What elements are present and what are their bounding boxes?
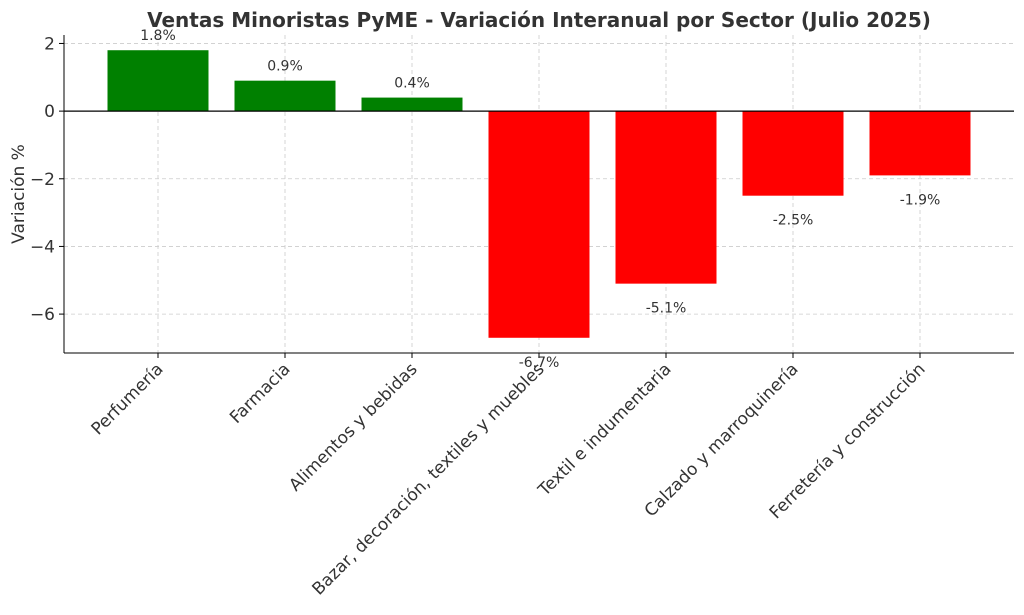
bar-3 xyxy=(361,97,463,112)
value-label-6: -2.5% xyxy=(773,213,814,229)
x-tick-label: Bazar, decoración, textiles y muebles xyxy=(308,359,548,599)
value-label-3: 0.4% xyxy=(394,76,430,92)
y-tick-label: 0 xyxy=(44,102,55,122)
bar-7 xyxy=(869,111,971,176)
chart-title: Ventas Minoristas PyME - Variación Inter… xyxy=(147,8,931,32)
y-ticks: 2 0 −2 −4 −6 xyxy=(30,34,64,325)
y-axis-label: Variación % xyxy=(9,144,29,244)
bar-2 xyxy=(234,80,336,112)
value-label-2: 0.9% xyxy=(267,59,303,75)
bar-6 xyxy=(742,111,844,196)
bar-1 xyxy=(107,50,209,112)
x-tick-label: Perfumería xyxy=(88,359,168,439)
bar-4 xyxy=(488,111,590,338)
value-label-5: -5.1% xyxy=(646,301,687,317)
y-tick-label: −6 xyxy=(30,305,55,325)
x-tick-label: Farmacia xyxy=(226,359,294,427)
value-labels: 1.8% 0.9% 0.4% -6.7% -5.1% -2.5% -1.9% xyxy=(140,28,940,371)
y-tick-label: −2 xyxy=(30,170,55,190)
y-tick-label: −4 xyxy=(30,237,55,257)
value-label-1: 1.8% xyxy=(140,28,176,44)
value-label-7: -1.9% xyxy=(900,192,941,208)
y-tick-label: 2 xyxy=(44,34,55,54)
bars xyxy=(107,50,971,338)
bar-5 xyxy=(615,111,717,284)
x-tick-label: Alimentos y bebidas xyxy=(285,359,421,495)
x-tick-label: Textil e indumentaria xyxy=(534,359,676,501)
value-label-4: -6.7% xyxy=(519,355,560,371)
